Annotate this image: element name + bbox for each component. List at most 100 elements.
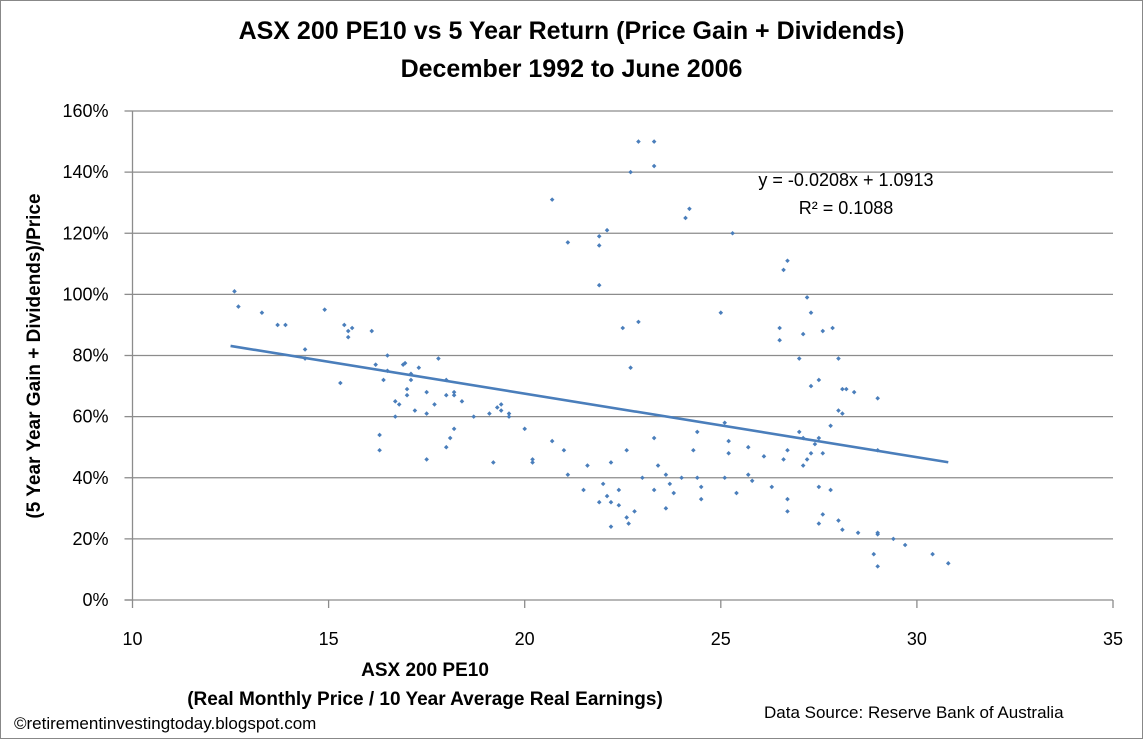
x-axis-label: ASX 200 PE10 <box>361 660 489 681</box>
data-point <box>808 383 814 389</box>
data-point <box>565 472 571 477</box>
data-point <box>785 496 790 502</box>
data-point <box>506 411 512 416</box>
data-point <box>945 561 951 566</box>
data-point <box>459 399 465 404</box>
data-point <box>377 432 382 438</box>
data-point <box>796 429 802 435</box>
data-point <box>498 402 504 407</box>
data-point <box>812 441 818 447</box>
data-point <box>608 524 614 529</box>
data-point <box>408 371 414 377</box>
data-point <box>451 389 457 395</box>
data-point <box>875 531 880 537</box>
data-point <box>632 509 637 514</box>
data-point <box>624 447 629 453</box>
trendline-equation: y = -0.0208x + 1.0913 <box>758 170 934 190</box>
data-point <box>636 319 641 325</box>
data-point <box>549 438 555 444</box>
data-point <box>804 457 810 462</box>
data-point <box>636 139 641 144</box>
data-point <box>608 460 614 465</box>
data-point <box>687 206 692 212</box>
data-point <box>624 515 629 520</box>
data-point <box>694 475 700 481</box>
data-point <box>628 169 633 175</box>
y-tick-label: 0% <box>82 590 108 610</box>
data-point <box>651 487 657 493</box>
data-point <box>808 310 814 316</box>
data-point <box>694 429 700 435</box>
data-point <box>663 506 669 511</box>
data-point <box>608 499 614 505</box>
data-point <box>236 304 241 309</box>
y-tick-label: 20% <box>72 529 108 549</box>
data-point <box>698 496 704 502</box>
data-point <box>828 423 833 429</box>
y-tick-label: 160% <box>62 101 108 121</box>
data-point <box>377 447 382 453</box>
data-point <box>565 240 571 245</box>
data-point <box>734 490 739 496</box>
data-point <box>424 457 429 462</box>
data-point <box>392 399 398 404</box>
data-point <box>667 481 673 487</box>
data-point <box>781 457 786 462</box>
data-point <box>891 536 896 542</box>
data-point <box>396 402 402 407</box>
x-tick-label: 30 <box>907 629 927 649</box>
data-point <box>596 499 602 505</box>
data-point <box>730 230 735 236</box>
data-point <box>683 215 688 221</box>
data-point <box>616 487 622 493</box>
data-point <box>875 564 880 569</box>
data-point <box>840 386 845 392</box>
data-point <box>844 386 849 392</box>
data-point <box>785 447 790 453</box>
x-axis-sublabel: (Real Monthly Price / 10 Year Average Re… <box>187 689 663 710</box>
data-point <box>808 451 814 456</box>
data-point <box>561 447 567 453</box>
x-tick-label: 15 <box>319 629 339 649</box>
data-point <box>522 426 527 432</box>
data-point <box>828 487 833 493</box>
data-point <box>443 444 449 450</box>
data-point <box>471 414 477 419</box>
data-point <box>781 267 786 273</box>
data-point <box>836 408 841 413</box>
y-tick-label: 40% <box>72 468 108 488</box>
y-axis-label: (5 Year Year Gain + Dividends)/Price <box>24 193 45 519</box>
data-point <box>726 438 731 444</box>
data-point <box>392 414 398 419</box>
data-point <box>851 389 857 395</box>
data-point <box>616 502 622 508</box>
data-point <box>836 518 841 523</box>
data-point <box>604 493 610 499</box>
data-point <box>875 395 880 401</box>
data-point <box>341 322 347 328</box>
data-point <box>726 451 731 456</box>
y-tick-label: 140% <box>62 162 108 182</box>
data-point <box>820 512 826 517</box>
x-tick-label: 10 <box>122 629 142 649</box>
data-point <box>651 139 657 144</box>
data-point <box>385 353 390 358</box>
data-point <box>581 487 586 493</box>
trendline-r-squared: R² = 0.1088 <box>798 198 894 218</box>
data-point <box>691 447 696 453</box>
data-point <box>816 484 822 490</box>
data-point <box>408 377 414 383</box>
data-point <box>487 411 492 416</box>
data-point <box>345 328 351 334</box>
data-point <box>679 475 684 481</box>
y-tick-label: 80% <box>72 346 108 366</box>
data-point <box>855 530 861 536</box>
data-point <box>800 435 806 441</box>
data-point <box>232 289 237 294</box>
data-point <box>302 347 308 352</box>
data-point <box>785 509 790 514</box>
data-point <box>796 356 802 361</box>
data-point <box>626 521 631 526</box>
data-point <box>345 334 351 340</box>
data-point <box>259 310 265 316</box>
